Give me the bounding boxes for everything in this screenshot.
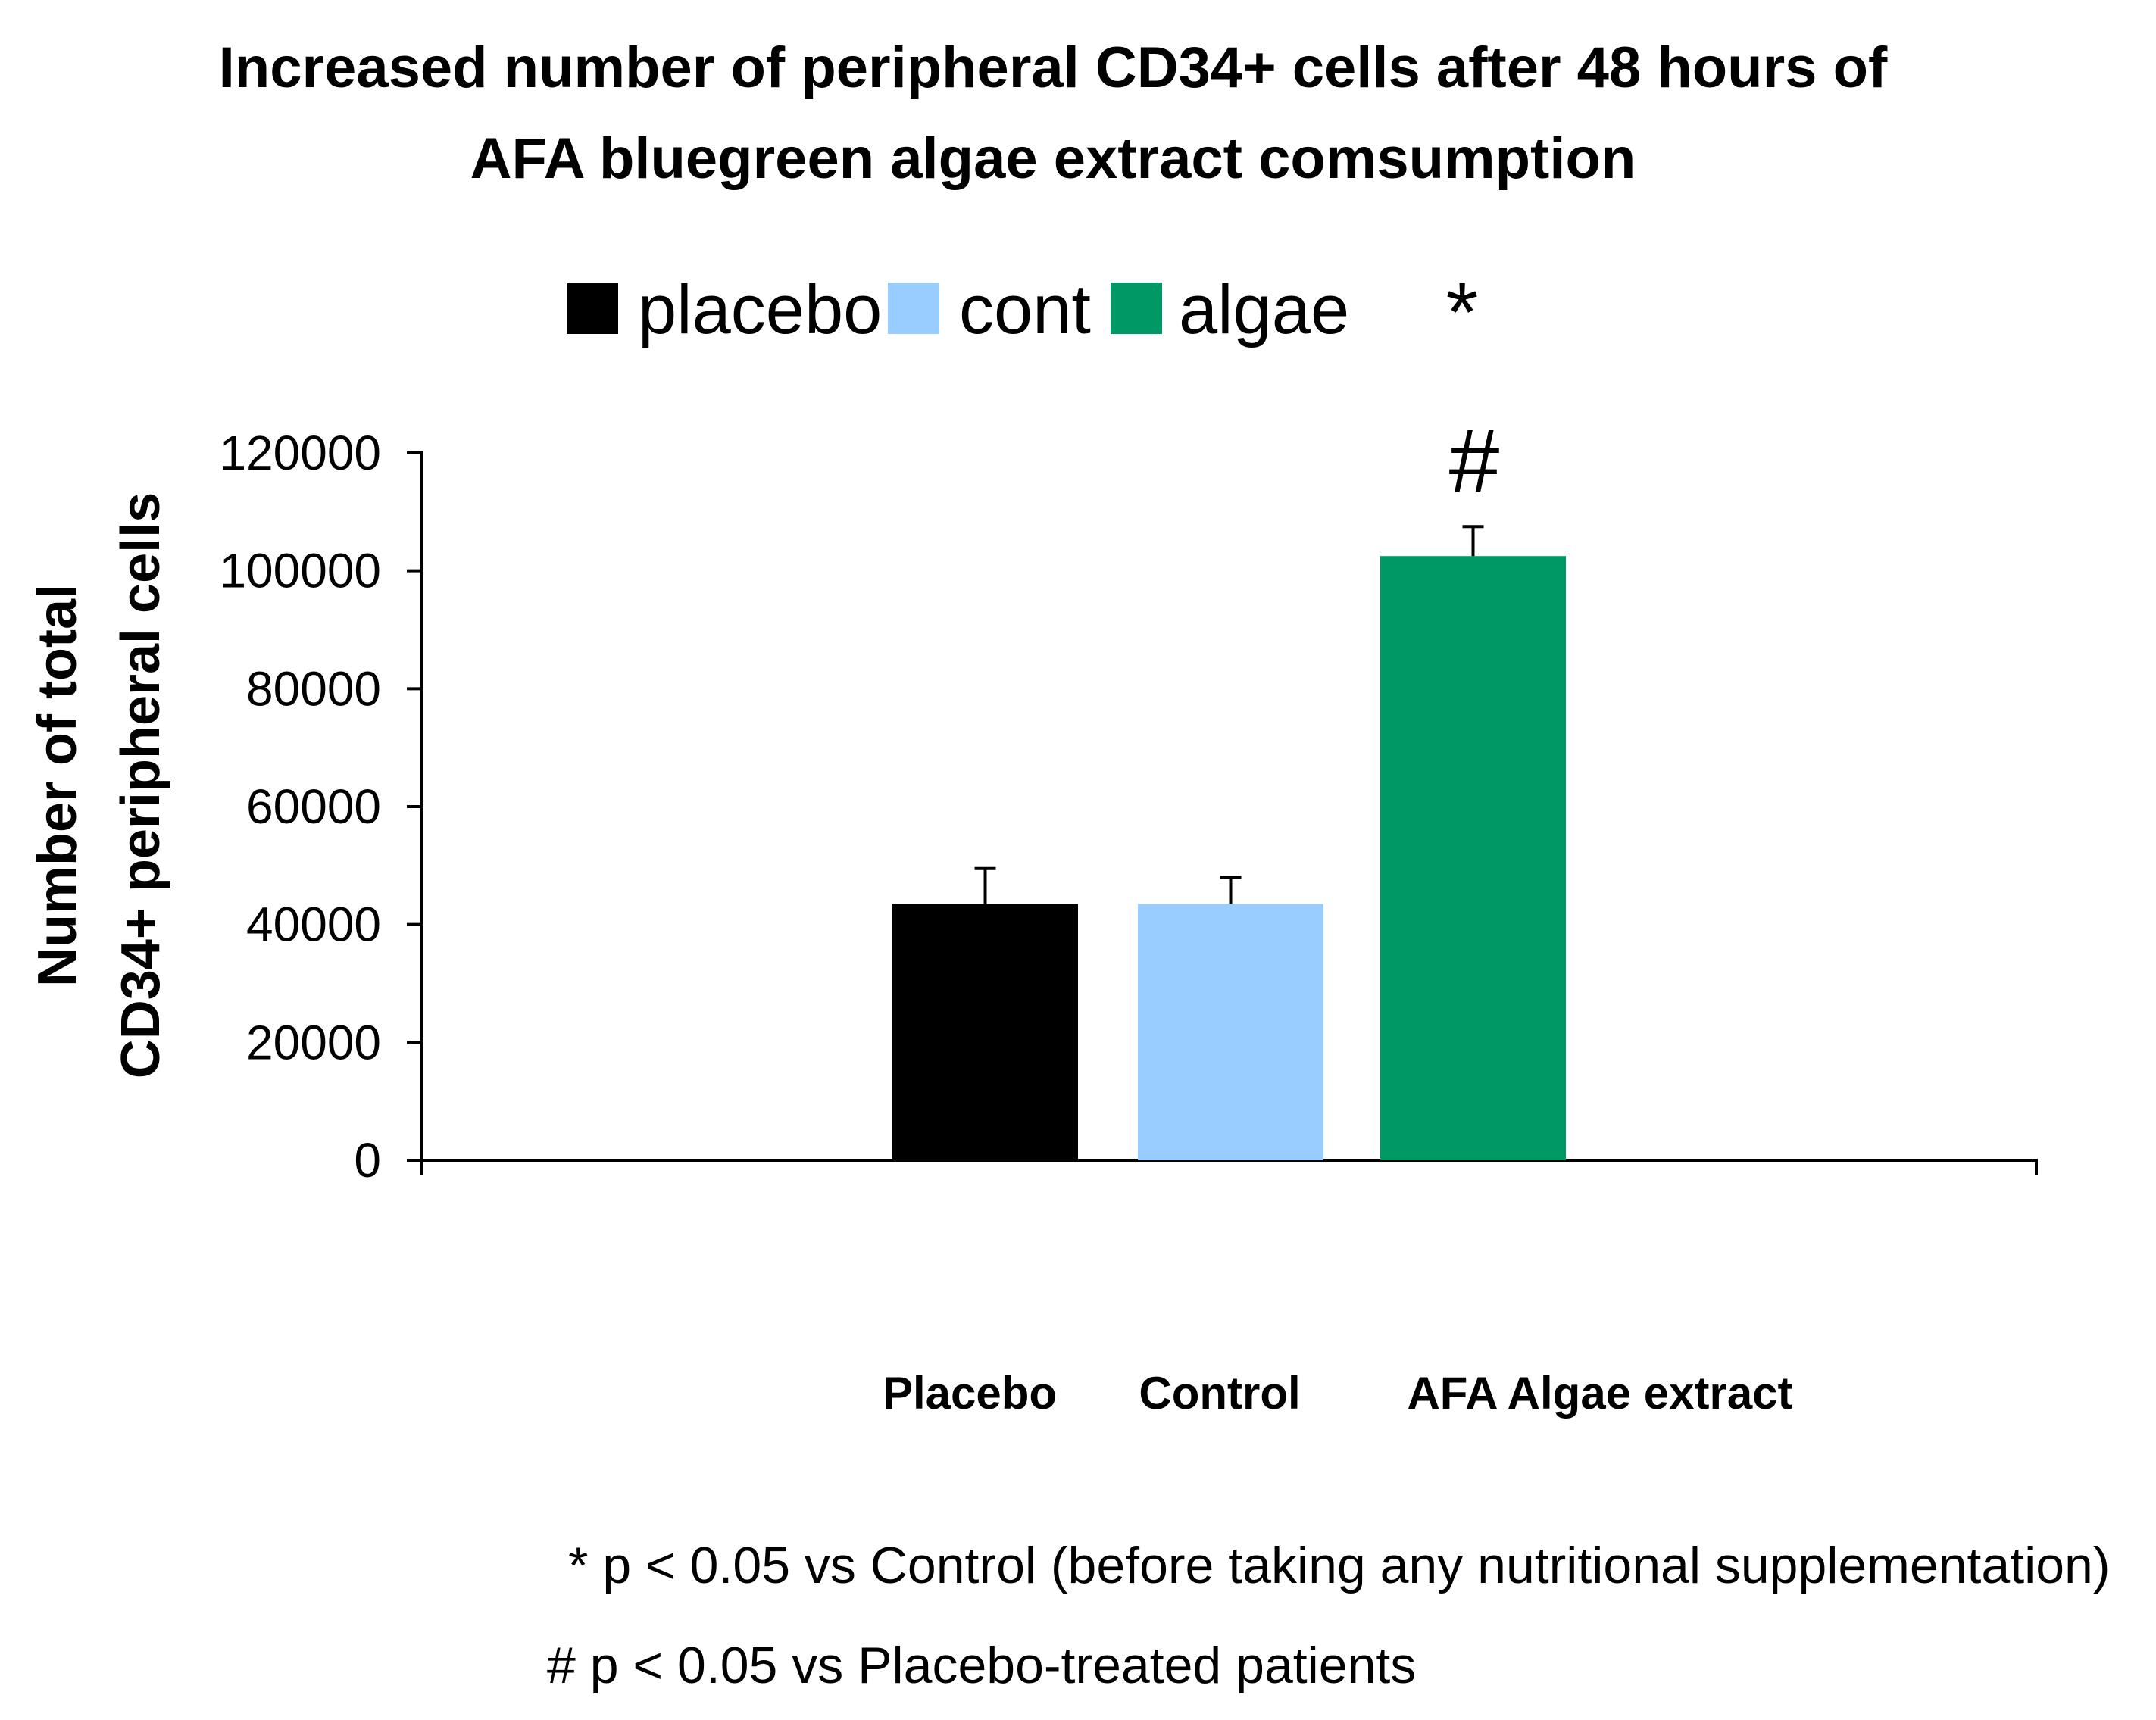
y-tick-label: 20000 <box>246 1015 381 1069</box>
category-label: AFA Algae extract <box>1407 1368 1792 1419</box>
footnote-asterisk: * p < 0.05 vs Control (before taking any… <box>568 1537 2111 1594</box>
chart-title-line-1: Increased number of peripheral CD34+ cel… <box>219 36 1888 100</box>
legend-swatch-algae <box>1111 283 1162 334</box>
y-axis-label-line-2: CD34+ peripheral cells <box>111 492 171 1079</box>
category-labels: Placebo Control AFA Algae extract <box>883 1368 1793 1419</box>
y-tick-label: 0 <box>354 1133 381 1188</box>
category-label: Control <box>1139 1368 1300 1419</box>
y-tick-label: 100000 <box>219 544 381 598</box>
legend-label-cont: cont <box>959 271 1091 348</box>
category-label: Placebo <box>883 1368 1057 1419</box>
y-tick-label: 80000 <box>246 661 381 716</box>
y-tick-label: 40000 <box>246 897 381 952</box>
bar-afa-algae-extract <box>1380 556 1566 1160</box>
legend-label-algae: algae <box>1179 271 1349 348</box>
legend-swatch-placebo <box>567 283 618 334</box>
legend-label-placebo: placebo <box>638 271 882 348</box>
significance-marker-hash: # <box>1449 410 1500 512</box>
y-tick-label: 60000 <box>246 779 381 834</box>
footnote-hash: # p < 0.05 vs Placebo-treated patients <box>547 1637 1416 1694</box>
chart-title-line-2: AFA bluegreen algae extract comsumption <box>470 126 1636 191</box>
legend-swatch-cont <box>888 283 939 334</box>
bar-placebo <box>892 904 1078 1160</box>
error-bars <box>974 525 1484 904</box>
bar-control <box>1138 904 1323 1160</box>
y-tick-label: 120000 <box>219 426 381 480</box>
significance-marker-asterisk: * <box>1446 266 1479 359</box>
y-ticks: 0 20000 40000 60000 80000 100000 120000 <box>219 426 422 1188</box>
bars <box>892 556 1566 1160</box>
legend: placebo cont algae <box>567 271 1349 348</box>
y-axis-label-line-1: Number of total <box>27 584 88 987</box>
